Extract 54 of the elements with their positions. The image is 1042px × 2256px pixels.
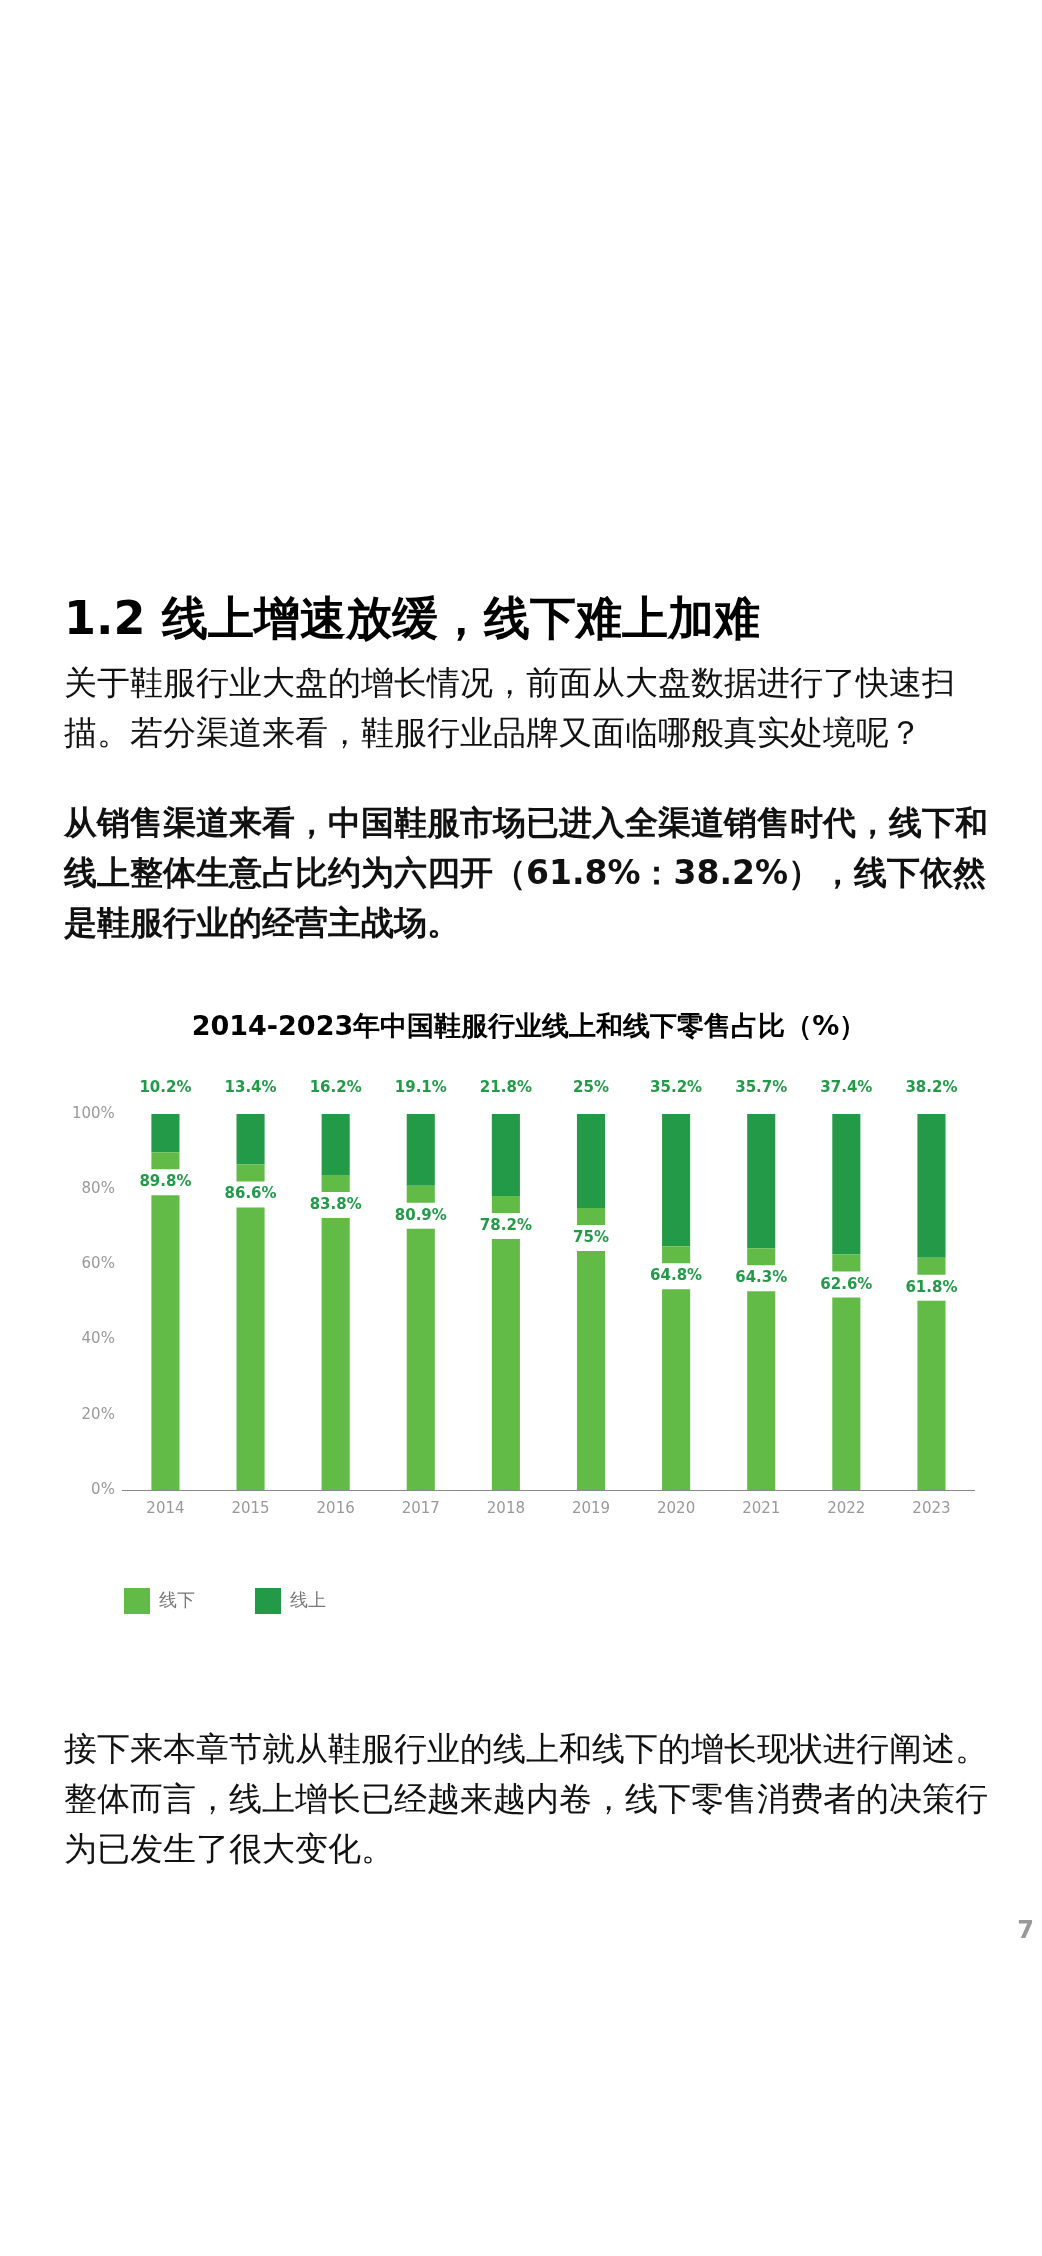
text: 接下来本章节就从鞋服行业的线上和线下的增长现状进行阐述。整体而言，线上增长已经越来越内卷，线下零售消费者的决策行为已发生了很大变化。 xyxy=(64,1728,989,1870)
data-label: 89.8% xyxy=(139,1172,192,1191)
x-tick-label: 2019 xyxy=(571,1498,611,1517)
data-label: 13.4% xyxy=(224,1078,277,1097)
data-label: 35.2% xyxy=(650,1078,703,1097)
y-tick-label: 100% xyxy=(71,1103,115,1122)
data-label: 21.8% xyxy=(479,1078,532,1097)
x-tick-label: 2016 xyxy=(316,1498,355,1517)
data-label: 37.4% xyxy=(820,1078,873,1097)
y-tick-label: 0% xyxy=(91,1479,115,1498)
text: 从销售渠道来看，中国鞋服市场已进入全渠道销售时代，线下和线上整体生意占比约为六四开（61.8%：38.2%），线下依然是鞋服行业的经营主战场。 xyxy=(64,802,989,944)
text: 关于鞋服行业大盘的增长情况，前面从大盘数据进行了快速扫描。若分渠道来看，鞋服行业品牌又面临哪般真实处境呢？ xyxy=(64,662,956,754)
legend-label: 线下 xyxy=(159,1588,195,1610)
bar xyxy=(406,1114,435,1186)
data-label: 64.3% xyxy=(735,1268,788,1287)
y-tick-label: 20% xyxy=(81,1404,115,1423)
text: 7 xyxy=(1017,1916,1034,1944)
bar xyxy=(491,1114,520,1196)
data-label: 78.2% xyxy=(479,1215,532,1234)
x-tick-label: 2015 xyxy=(231,1498,270,1517)
bar xyxy=(236,1114,265,1165)
data-label: 64.8% xyxy=(650,1266,703,1285)
x-tick-label: 2022 xyxy=(827,1498,866,1517)
bar xyxy=(917,1114,946,1258)
bar xyxy=(832,1114,861,1255)
bar xyxy=(662,1114,691,1247)
data-label: 10.2% xyxy=(139,1078,192,1097)
x-tick-label: 2017 xyxy=(401,1498,440,1517)
bar xyxy=(576,1114,606,1208)
bar xyxy=(321,1114,350,1175)
legend-label: 线上 xyxy=(290,1588,326,1610)
y-tick-label: 60% xyxy=(81,1254,115,1273)
y-tick-label: 80% xyxy=(81,1179,115,1198)
x-tick-label: 2021 xyxy=(742,1498,781,1517)
x-tick-label: 2018 xyxy=(486,1498,525,1517)
data-label: 80.9% xyxy=(394,1205,447,1224)
x-tick-label: 2023 xyxy=(912,1498,951,1517)
bar xyxy=(747,1114,776,1249)
x-tick-label: 2020 xyxy=(657,1498,696,1517)
y-tick-label: 40% xyxy=(81,1329,115,1348)
data-label: 35.7% xyxy=(735,1078,788,1097)
data-label: 25% xyxy=(573,1078,609,1097)
data-label: 75% xyxy=(573,1227,609,1246)
data-label: 62.6% xyxy=(820,1274,873,1293)
chart-title: 2014-2023年中国鞋服行业线上和线下零售占比（%） xyxy=(190,1009,868,1043)
data-label: 38.2% xyxy=(905,1078,958,1097)
text: 1.2 线上增速放缓，线下难上加难 xyxy=(64,590,761,647)
bar xyxy=(151,1114,180,1153)
data-label: 86.6% xyxy=(224,1184,277,1203)
data-label: 61.8% xyxy=(905,1277,958,1296)
data-label: 16.2% xyxy=(309,1078,362,1097)
data-label: 83.8% xyxy=(309,1194,362,1213)
x-tick-label: 2014 xyxy=(146,1498,185,1517)
data-label: 19.1% xyxy=(394,1078,447,1097)
